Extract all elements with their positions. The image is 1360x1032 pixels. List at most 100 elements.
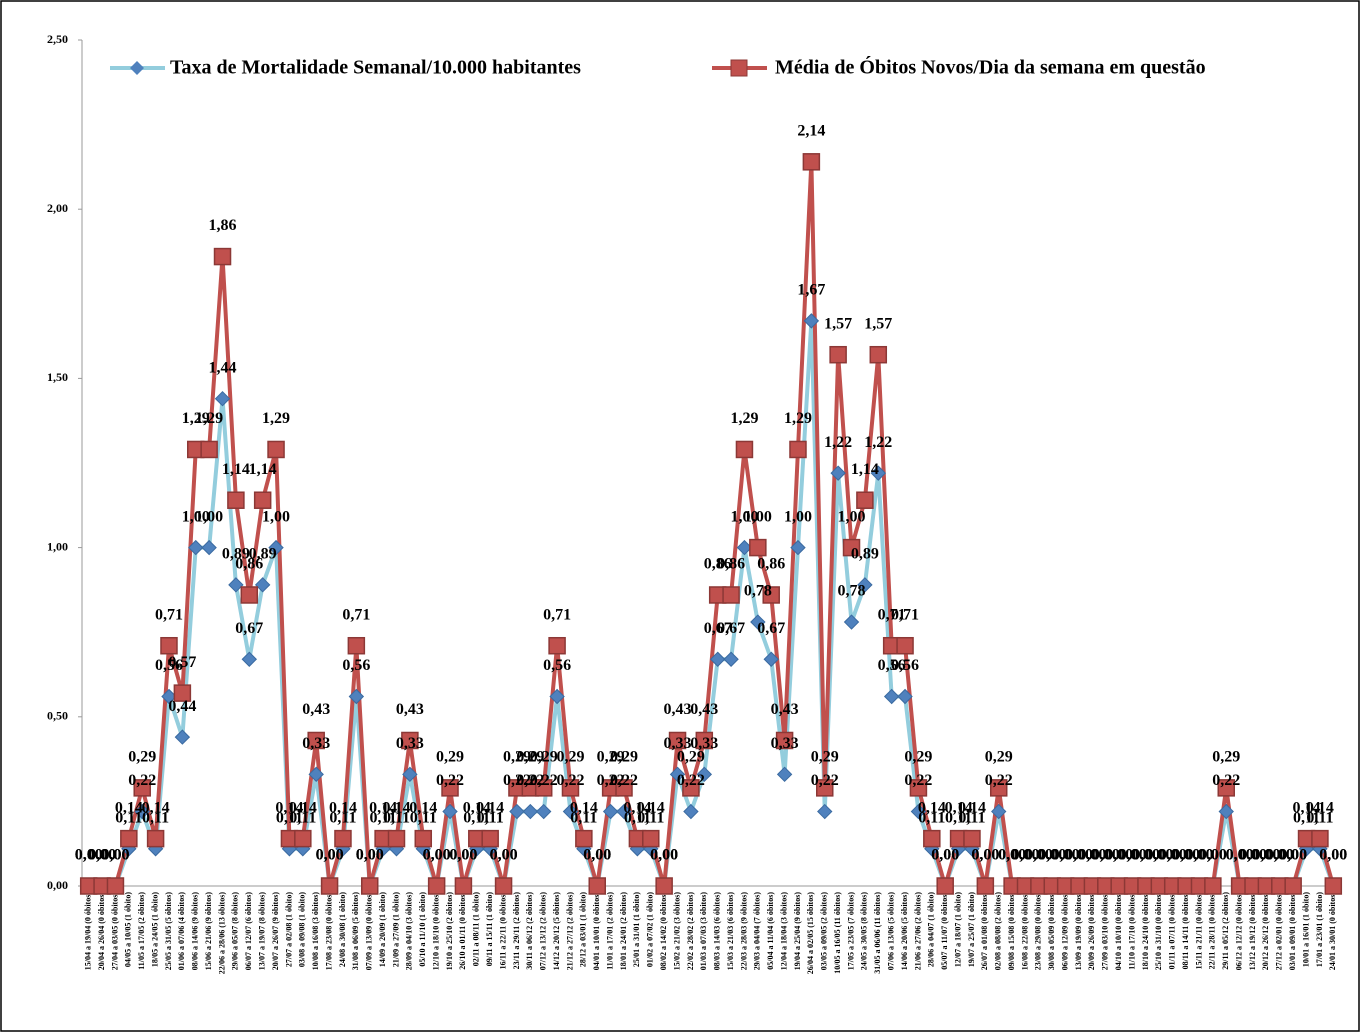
data-label: 0,22 <box>436 772 464 789</box>
x-tick-label: 26/10 a 01/11 (0 óbitos) <box>458 892 467 970</box>
data-label: 0,14 <box>570 799 598 816</box>
x-tick-label: 27/07 a 02/08 (1 óbito) <box>284 892 293 967</box>
square-marker <box>963 829 981 848</box>
square-marker <box>401 731 419 750</box>
data-label: 1,00 <box>262 508 290 525</box>
data-label: 0,14 <box>1306 799 1334 816</box>
data-label: 0,56 <box>878 657 906 674</box>
data-label: 0,29 <box>597 749 625 766</box>
square-marker <box>240 586 259 604</box>
data-label: 0,22 <box>556 772 584 789</box>
data-label: 0,00 <box>1226 847 1254 864</box>
diamond-marker <box>442 803 458 820</box>
x-tick-label: 14/06 a 20/06 (5 óbitos) <box>900 892 909 971</box>
x-tick-label: 08/02 a 14/02 (0 óbitos) <box>659 892 668 971</box>
x-tick-label: 19/10 a 25/10 (2 óbitos) <box>445 892 454 971</box>
square-marker <box>1204 877 1222 895</box>
data-label: 0,00 <box>356 847 384 864</box>
data-label: 0,00 <box>1172 847 1200 864</box>
x-tick-label: 07/09 a 13/09 (0 óbitos) <box>365 892 374 971</box>
data-label: 0,33 <box>396 735 424 752</box>
data-label: 0,11 <box>624 809 651 826</box>
data-label: 0,56 <box>543 657 571 674</box>
data-label: 0,14 <box>945 799 973 816</box>
diamond-marker <box>763 651 779 667</box>
data-label: 0,29 <box>1212 749 1240 766</box>
data-label: 0,89 <box>249 545 277 562</box>
x-tick-label: 02/11 a 08/11 (1 óbito) <box>472 892 481 967</box>
square-marker <box>816 779 834 797</box>
square-marker <box>829 345 847 364</box>
data-label: 0,11 <box>918 809 945 826</box>
x-tick-label: 15/04 a 19/04 (0 óbitos) <box>84 892 93 971</box>
square-marker <box>802 153 821 171</box>
data-label: 0,00 <box>998 847 1026 864</box>
x-tick-label: 28/09 a 04/10 (3 óbitos) <box>405 892 414 971</box>
x-tick-label: 28/06 a 04/07 (1 óbito) <box>927 892 936 967</box>
data-label: 0,22 <box>904 772 932 789</box>
square-marker <box>334 829 352 848</box>
x-tick-label: 17/08 a 23/08 (0 óbitos) <box>324 892 333 971</box>
square-marker <box>133 779 151 797</box>
x-tick-label: 09/11 a 15/11 (1 óbito) <box>485 892 494 967</box>
data-label: 0,00 <box>971 847 999 864</box>
data-label: 0,00 <box>1279 847 1307 864</box>
x-tick-label: 20/12 a 26/12 (0 óbitos) <box>1261 892 1270 971</box>
data-label: 1,67 <box>797 282 825 299</box>
data-label: 1,00 <box>195 508 223 525</box>
diamond-marker <box>709 651 726 667</box>
data-label: 0,00 <box>931 847 959 864</box>
data-label: 0,00 <box>449 847 477 864</box>
legend-marker <box>130 61 144 75</box>
data-label: 0,00 <box>1052 847 1080 864</box>
data-label: 1,29 <box>730 410 758 427</box>
square-marker <box>642 829 660 848</box>
diamond-marker <box>803 313 820 329</box>
data-label: 0,71 <box>891 606 919 623</box>
data-label: 1,00 <box>784 508 812 525</box>
data-label: 0,00 <box>1319 847 1347 864</box>
x-tick-label: 22/11 a 28/11 (0 óbitos) <box>1208 892 1217 970</box>
data-label: 0,67 <box>704 620 732 637</box>
data-label: 0,89 <box>222 545 250 562</box>
data-label: 0,00 <box>583 847 611 864</box>
square-marker <box>842 538 861 557</box>
diamond-marker <box>536 803 552 820</box>
data-label: 0,29 <box>811 749 839 766</box>
square-marker <box>481 829 499 848</box>
data-label: 0,78 <box>838 583 866 600</box>
data-label: 0,14 <box>115 799 143 816</box>
diamond-marker <box>201 539 217 556</box>
x-tick-label: 01/03 a 07/03 (3 óbitos) <box>699 892 708 971</box>
data-label: 0,86 <box>235 556 263 573</box>
data-label: 0,00 <box>316 847 344 864</box>
data-label: 0,00 <box>583 847 611 864</box>
legend-marker <box>730 59 748 77</box>
data-label: 0,00 <box>1065 847 1093 864</box>
x-tick-label: 23/08 a 29/08 (0 óbitos) <box>1034 892 1043 971</box>
square-marker <box>160 636 178 655</box>
data-label: 0,00 <box>1199 847 1227 864</box>
square-marker <box>253 491 272 509</box>
data-label: 1,22 <box>824 434 852 451</box>
data-label: 1,14 <box>851 461 879 478</box>
data-label: 0,78 <box>744 583 772 600</box>
diamond-marker <box>522 803 539 820</box>
data-label: 0,14 <box>329 799 357 816</box>
data-label: 0,00 <box>1105 847 1133 864</box>
data-label: 0,00 <box>101 847 129 864</box>
x-tick-label: 06/09 a 12/09 (0 óbitos) <box>1060 892 1069 971</box>
data-label: 1,57 <box>824 315 852 332</box>
data-label: 0,29 <box>610 749 638 766</box>
square-marker <box>200 440 218 459</box>
data-label: 0,00 <box>931 847 959 864</box>
data-label: 0,22 <box>1212 772 1240 789</box>
data-label: 0,44 <box>168 698 196 715</box>
x-tick-label: 25/05 a 31/05 (5 óbitos) <box>164 892 173 971</box>
data-label: 0,11 <box>1293 809 1320 826</box>
diamond-marker <box>830 465 846 481</box>
diamond-marker <box>696 766 713 783</box>
data-label: 1,29 <box>784 410 812 427</box>
y-tick-label: 1,00 <box>47 539 68 553</box>
diamond-marker <box>616 803 632 820</box>
